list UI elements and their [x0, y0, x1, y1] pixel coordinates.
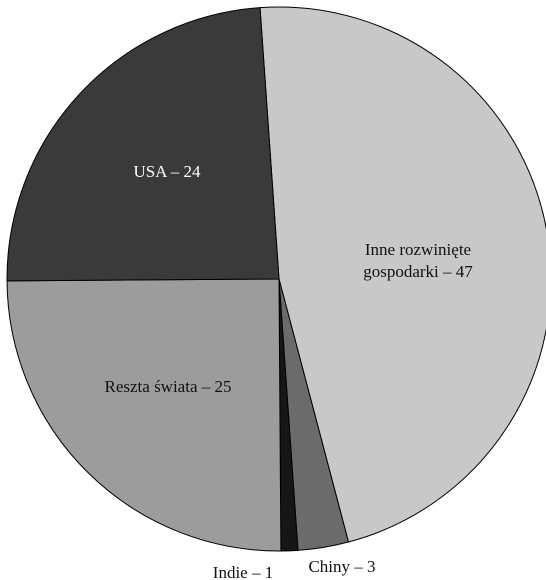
slice-label-line: USA – 24	[133, 162, 201, 181]
pie-labels: Inne rozwinięte gospodarki – 47 Chiny – 3 I…	[105, 162, 474, 580]
slice-label-line: Inne rozwinięte	[365, 240, 471, 259]
pie-slice-1	[259, 6, 546, 543]
pie-slices	[6, 6, 546, 552]
slice-label-4: Reszta świata – 25	[105, 377, 232, 396]
slice-label-5: USA – 24	[133, 162, 201, 181]
pie-slice-5	[6, 7, 280, 282]
slice-label-3: Indie – 1	[213, 563, 273, 580]
slice-label-line: Chiny – 3	[308, 557, 375, 576]
slice-label-line: Reszta świata – 25	[105, 377, 232, 396]
pie-slice-4	[6, 278, 282, 552]
slice-label-line: gospodarki – 47	[363, 262, 473, 281]
slice-label-1: Inne rozwinięte gospodarki – 47	[363, 240, 473, 281]
slice-label-line: Indie – 1	[213, 563, 273, 580]
slice-label-2: Chiny – 3	[308, 557, 375, 576]
